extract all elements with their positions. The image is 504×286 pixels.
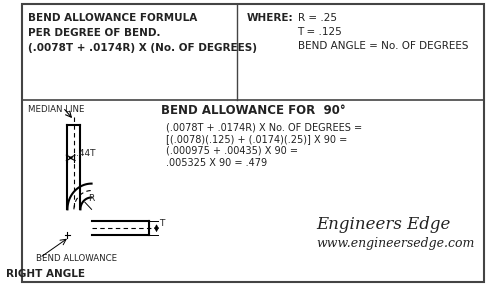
Text: T: T <box>159 219 165 228</box>
Text: .44T: .44T <box>76 149 95 158</box>
Text: (.000975 + .00435) X 90 =: (.000975 + .00435) X 90 = <box>166 146 298 156</box>
Text: RIGHT ANGLE: RIGHT ANGLE <box>6 269 85 279</box>
Text: (.0078T + .0174R) X No. OF DEGREES =: (.0078T + .0174R) X No. OF DEGREES = <box>166 122 362 132</box>
Text: BEND ANGLE = No. OF DEGREES: BEND ANGLE = No. OF DEGREES <box>297 41 468 51</box>
Text: T = .125: T = .125 <box>297 27 342 37</box>
Text: PER DEGREE OF BEND.: PER DEGREE OF BEND. <box>28 28 161 38</box>
Text: BEND ALLOWANCE: BEND ALLOWANCE <box>36 254 117 263</box>
Text: BEND ALLOWANCE FORMULA: BEND ALLOWANCE FORMULA <box>28 13 198 23</box>
Text: www.engineersedge.com: www.engineersedge.com <box>316 237 474 250</box>
Text: R = .25: R = .25 <box>297 13 337 23</box>
Text: .005325 X 90 = .479: .005325 X 90 = .479 <box>166 158 267 168</box>
Text: WHERE:: WHERE: <box>246 13 293 23</box>
Text: R: R <box>88 194 94 203</box>
Text: MEDIAN LINE: MEDIAN LINE <box>28 105 85 114</box>
Text: Engineers Edge: Engineers Edge <box>316 216 451 233</box>
Text: [(.0078)(.125) + (.0174)(.25)] X 90 =: [(.0078)(.125) + (.0174)(.25)] X 90 = <box>166 134 347 144</box>
Text: (.0078T + .0174R) X (No. OF DEGREES): (.0078T + .0174R) X (No. OF DEGREES) <box>28 43 258 53</box>
Text: BEND ALLOWANCE FOR  90°: BEND ALLOWANCE FOR 90° <box>161 104 345 117</box>
